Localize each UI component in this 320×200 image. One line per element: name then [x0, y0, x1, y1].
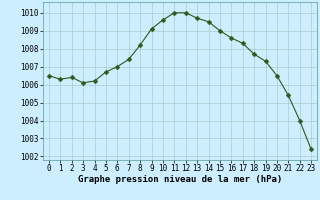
- X-axis label: Graphe pression niveau de la mer (hPa): Graphe pression niveau de la mer (hPa): [78, 175, 282, 184]
